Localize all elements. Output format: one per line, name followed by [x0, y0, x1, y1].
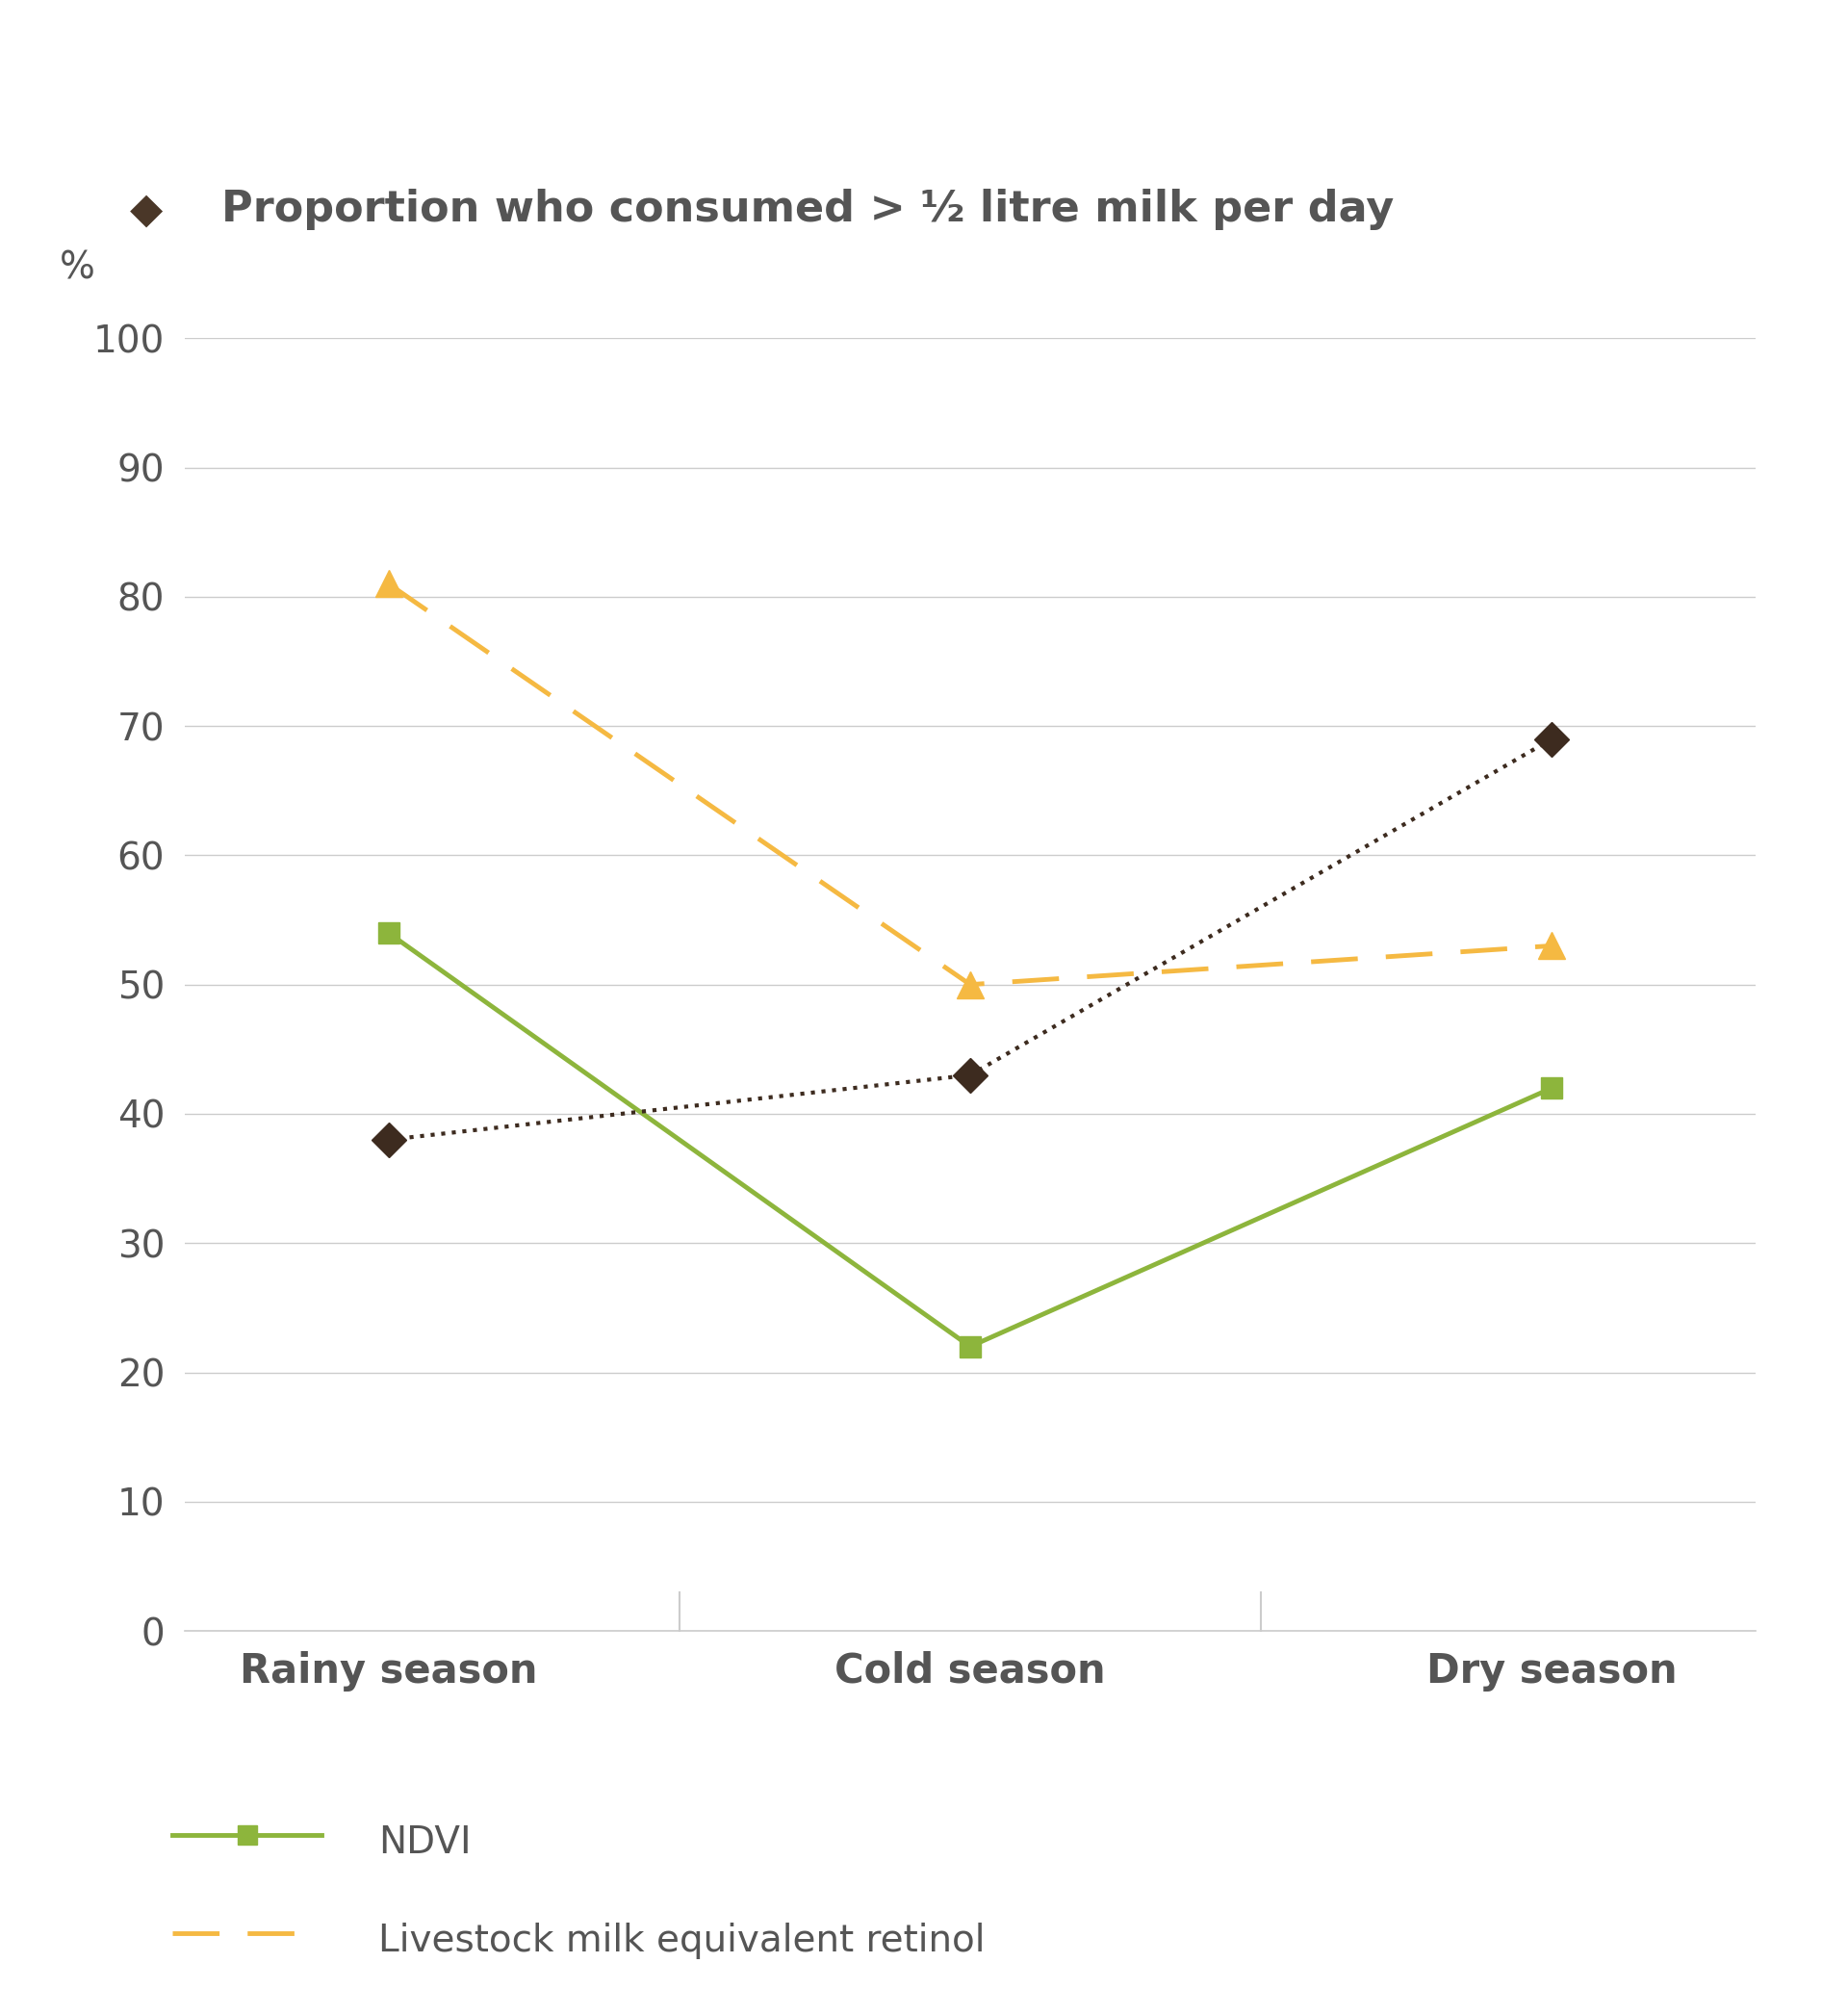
Legend: NDVI, Livestock milk equivalent retinol, % consumption > 0.5L: NDVI, Livestock milk equivalent retinol,… [172, 1818, 985, 1989]
Text: ◆: ◆ [129, 189, 163, 231]
Text: Proportion who consumed > ½ litre milk per day: Proportion who consumed > ½ litre milk p… [222, 189, 1395, 231]
Text: %: % [59, 251, 94, 286]
